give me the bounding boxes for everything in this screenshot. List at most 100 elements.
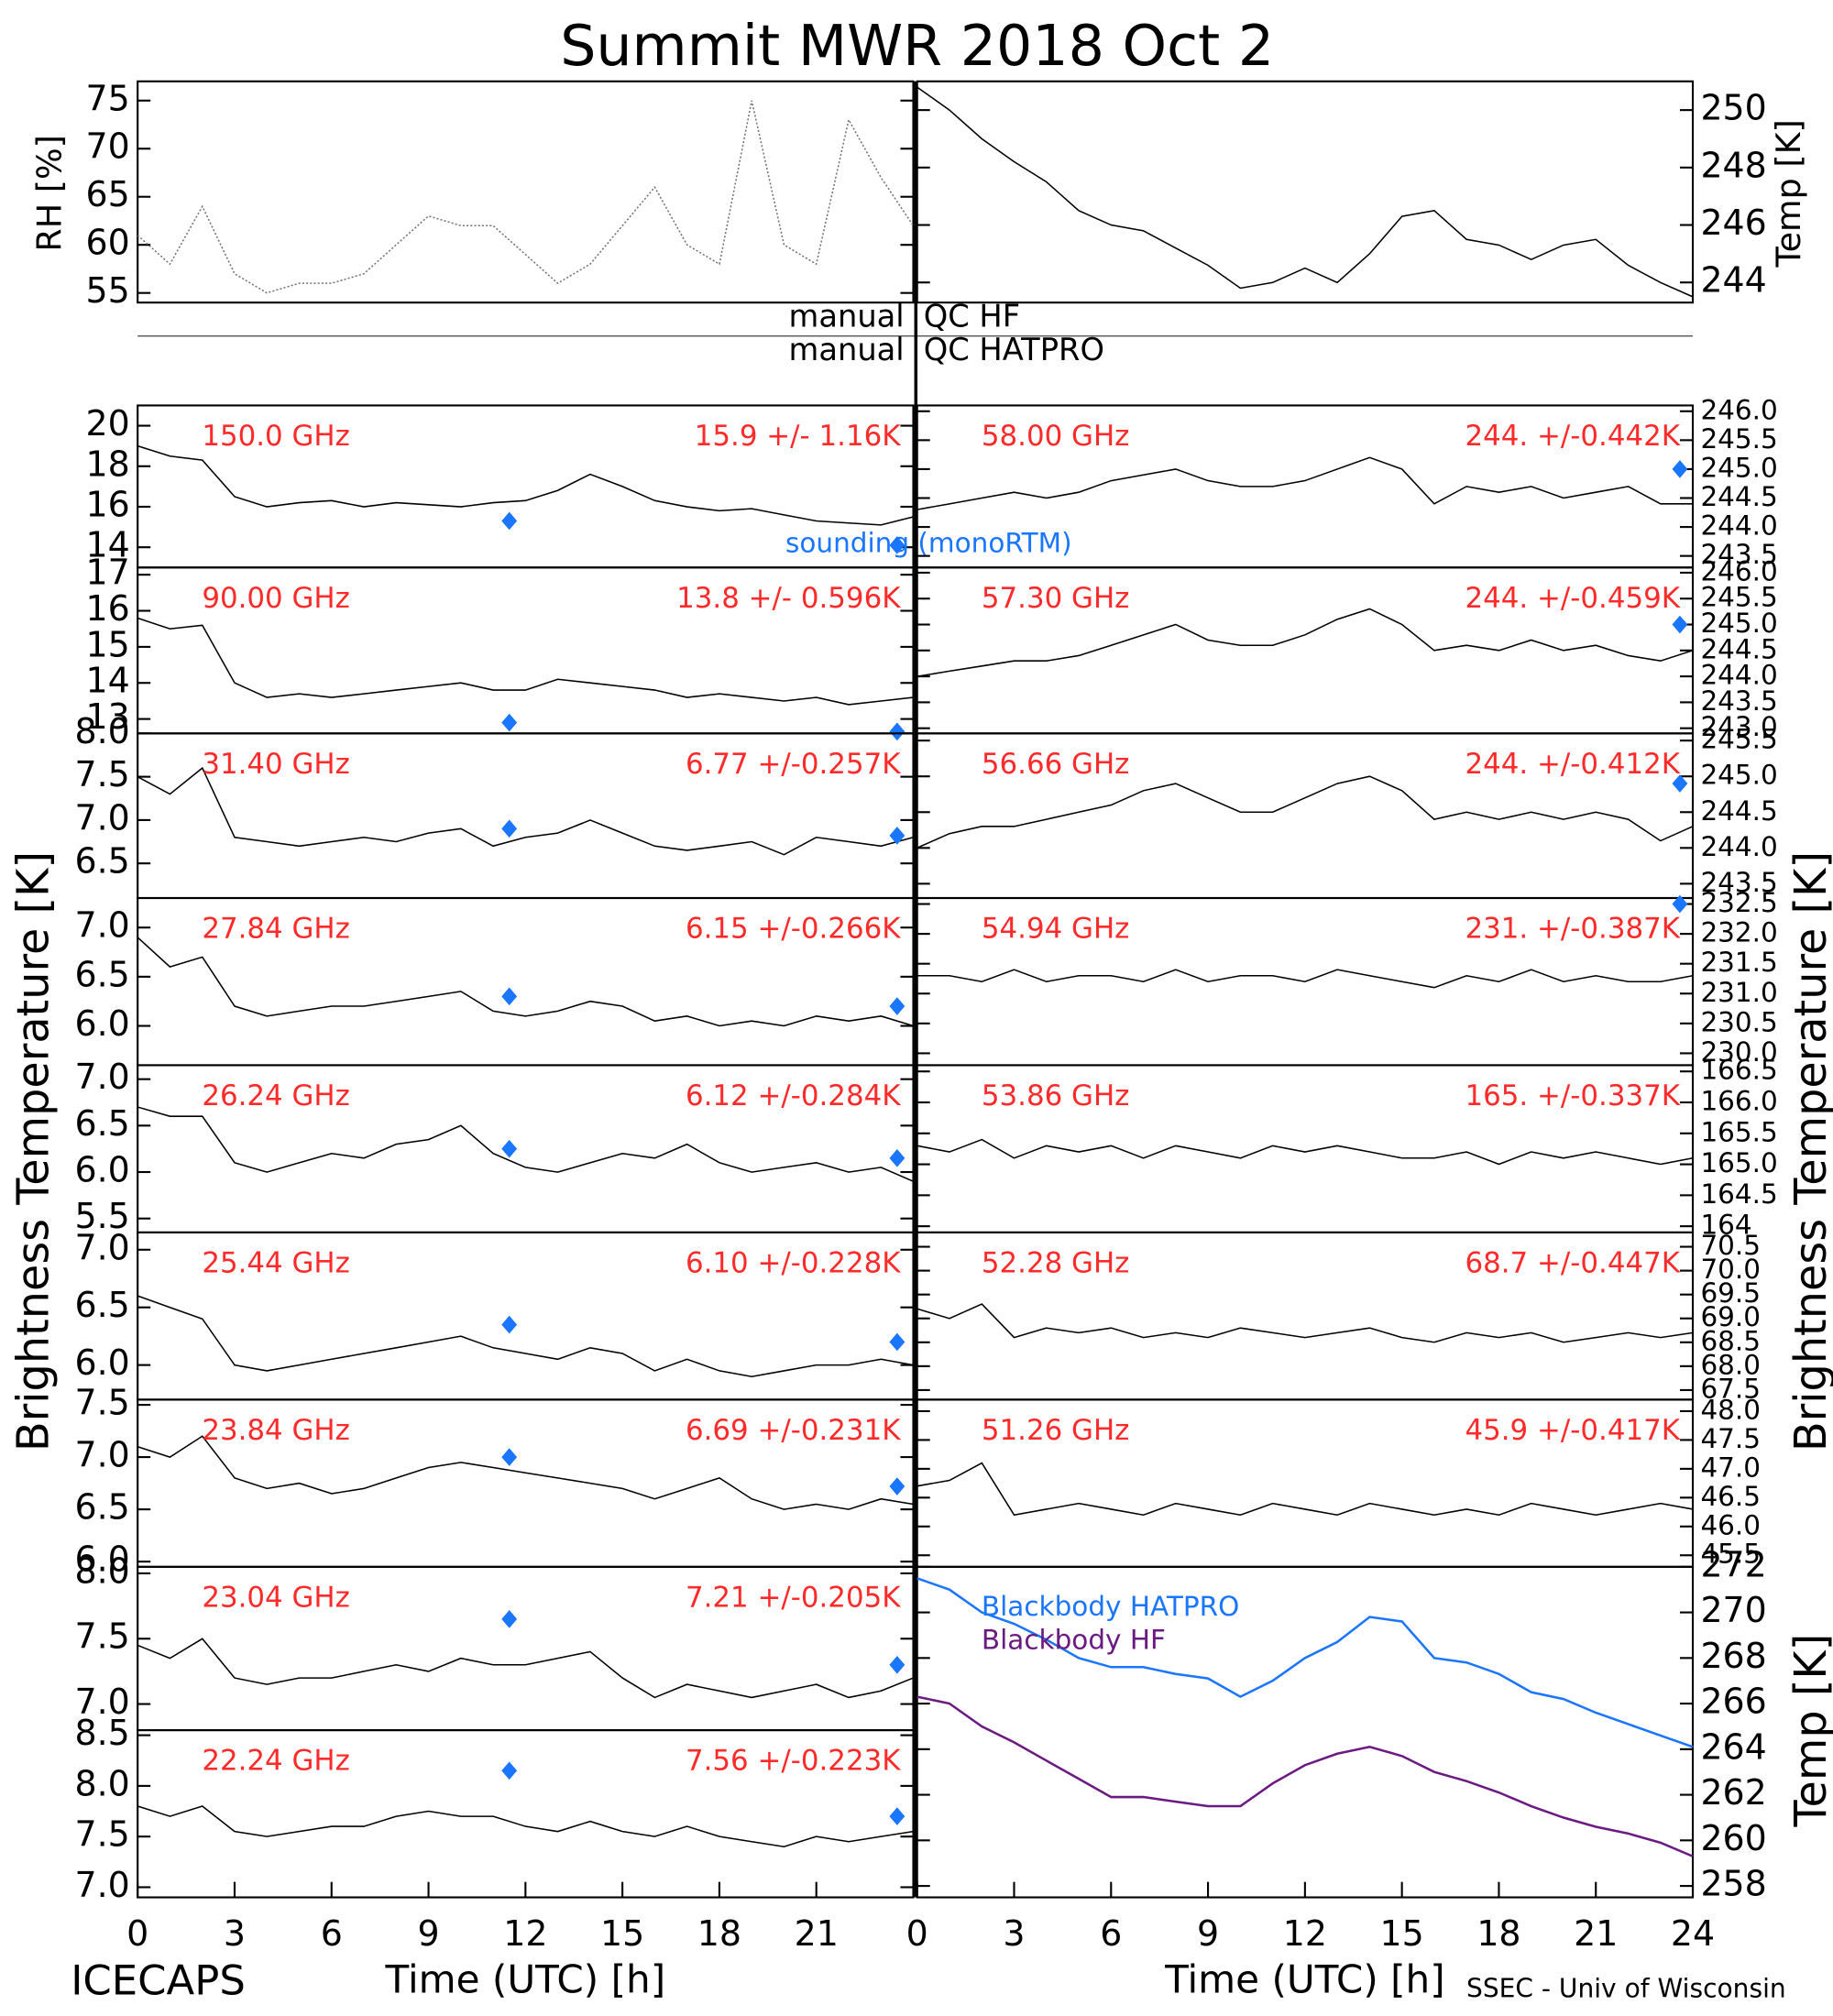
y-tick-label: 230.5 <box>1700 1006 1777 1037</box>
channel-stats: 231. +/-0.387K <box>1465 913 1680 946</box>
y-tick-label: 75 <box>86 78 130 118</box>
y-tick-label: 8.5 <box>75 1713 130 1753</box>
y-tick-label: 166.0 <box>1700 1086 1777 1117</box>
y-tick-label: 165.5 <box>1700 1116 1777 1147</box>
series-line <box>916 969 1694 989</box>
qc-label: manual <box>789 332 905 367</box>
x-tick-label: 9 <box>417 1913 439 1954</box>
x-axis-label: Time (UTC) [h] <box>385 1957 666 2002</box>
series-line <box>137 617 914 706</box>
y-tick-label: 250 <box>1700 88 1766 128</box>
y-tick-label: 244 <box>1700 260 1766 301</box>
channel-stats: 165. +/-0.337K <box>1465 1079 1680 1112</box>
y-tick-label: 270 <box>1700 1590 1766 1630</box>
y-tick-label: 69.0 <box>1700 1301 1761 1332</box>
y-tick-label: 246 <box>1700 203 1766 243</box>
y-tick-label: 244.0 <box>1700 660 1777 691</box>
y-tick-label: 17 <box>86 553 130 593</box>
y-tick-label: 262 <box>1700 1772 1766 1813</box>
x-tick-label: 15 <box>600 1913 644 1954</box>
y-tick-label: 8.0 <box>75 711 130 751</box>
y-tick-label: 7.5 <box>75 1616 130 1657</box>
y-tick-label: 268 <box>1700 1636 1766 1676</box>
sounding-point <box>1672 774 1688 793</box>
y-tick-label: 65 <box>86 174 130 214</box>
series-line <box>916 1303 1694 1343</box>
series-line <box>137 444 914 526</box>
channel-stats: 244. +/-0.442K <box>1465 420 1680 453</box>
sounding-point <box>889 722 906 741</box>
channel-stats: 15.9 +/- 1.16K <box>695 420 901 453</box>
y-tick-label: 60 <box>86 223 130 263</box>
qc-label: QC HATPRO <box>924 332 1104 367</box>
channel-label: 90.00 GHz <box>202 582 349 615</box>
sounding-point <box>889 827 906 845</box>
sounding-point <box>501 1610 518 1628</box>
y-tick-label: 245.5 <box>1700 582 1777 613</box>
y-tick-label: 68.5 <box>1700 1325 1761 1356</box>
x-tick-label: 3 <box>1003 1913 1025 1954</box>
qc-label: manual <box>789 299 905 334</box>
channel-stats: 6.15 +/-0.266K <box>686 913 901 946</box>
y-tick-label: 243.5 <box>1700 685 1777 717</box>
channel-stats: 68.7 +/-0.447K <box>1465 1247 1680 1280</box>
y-axis-label: RH [%] <box>30 135 70 252</box>
x-tick-label: 6 <box>1100 1913 1122 1954</box>
series-line <box>916 1462 1694 1517</box>
y-tick-label: 248 <box>1700 145 1766 185</box>
y-tick-label: 47.5 <box>1700 1423 1761 1454</box>
y-tick-label: 7.0 <box>75 1057 130 1097</box>
y-tick-label: 70.5 <box>1700 1230 1761 1261</box>
series-line <box>916 1695 1694 1857</box>
y-tick-label: 6.0 <box>75 1342 130 1383</box>
y-tick-label: 46.5 <box>1700 1481 1761 1512</box>
x-tick-label: 15 <box>1380 1913 1424 1954</box>
y-tick-label: 164.5 <box>1700 1178 1777 1210</box>
y-tick-label: 7.0 <box>75 905 130 946</box>
legend-entry: Blackbody HATPRO <box>982 1591 1239 1622</box>
series-line <box>137 1638 914 1699</box>
y-tick-label: 7.5 <box>75 1814 130 1855</box>
x-tick-label: 24 <box>1671 1913 1715 1954</box>
sounding-point <box>501 819 518 838</box>
y-tick-label: 230.0 <box>1700 1036 1777 1068</box>
sounding-point <box>1672 615 1688 634</box>
channel-label: 58.00 GHz <box>982 420 1129 453</box>
x-tick-label: 12 <box>503 1913 547 1954</box>
sounding-point <box>501 1448 518 1466</box>
x-tick-label: 12 <box>1283 1913 1327 1954</box>
channel-label: 54.94 GHz <box>982 913 1129 946</box>
channel-label: 23.04 GHz <box>202 1581 349 1614</box>
y-tick-label: 243.0 <box>1700 711 1777 742</box>
series-line <box>137 937 914 1027</box>
y-tick-label: 6.5 <box>75 841 130 882</box>
channel-label: 150.0 GHz <box>202 420 349 453</box>
channel-label: 22.24 GHz <box>202 1745 349 1778</box>
channel-stats: 45.9 +/-0.417K <box>1465 1414 1680 1447</box>
y-tick-label: 13 <box>86 696 130 737</box>
y-tick-label: 246.0 <box>1700 394 1777 425</box>
channel-label: 27.84 GHz <box>202 913 349 946</box>
sounding-point <box>1672 894 1688 914</box>
x-tick-label: 3 <box>224 1913 246 1954</box>
x-tick-label: 18 <box>697 1913 741 1954</box>
channel-stats: 6.10 +/-0.228K <box>686 1247 901 1280</box>
y-tick-label: 45.5 <box>1700 1539 1761 1570</box>
y-tick-label: 272 <box>1700 1544 1766 1584</box>
y-tick-label: 6.5 <box>75 954 130 994</box>
y-tick-label: 7.5 <box>75 754 130 794</box>
panel-frame <box>916 80 1695 304</box>
y-tick-label: 67.5 <box>1700 1373 1761 1404</box>
y-tick-label: 245.5 <box>1700 423 1777 455</box>
y-tick-label: 14 <box>86 525 130 565</box>
y-tick-label: 7.0 <box>75 797 130 838</box>
y-axis-label: Brightness Temperature [K] <box>1786 851 1833 1452</box>
series-line <box>137 1295 914 1378</box>
y-tick-label: 245.0 <box>1700 760 1777 791</box>
y-tick-label: 232.0 <box>1700 917 1777 948</box>
series-line <box>137 100 915 294</box>
y-tick-label: 244.0 <box>1700 831 1777 862</box>
y-tick-label: 8.0 <box>75 1763 130 1803</box>
x-axis-label: Time (UTC) [h] <box>1164 1957 1445 2002</box>
x-tick-label: 21 <box>795 1913 839 1954</box>
